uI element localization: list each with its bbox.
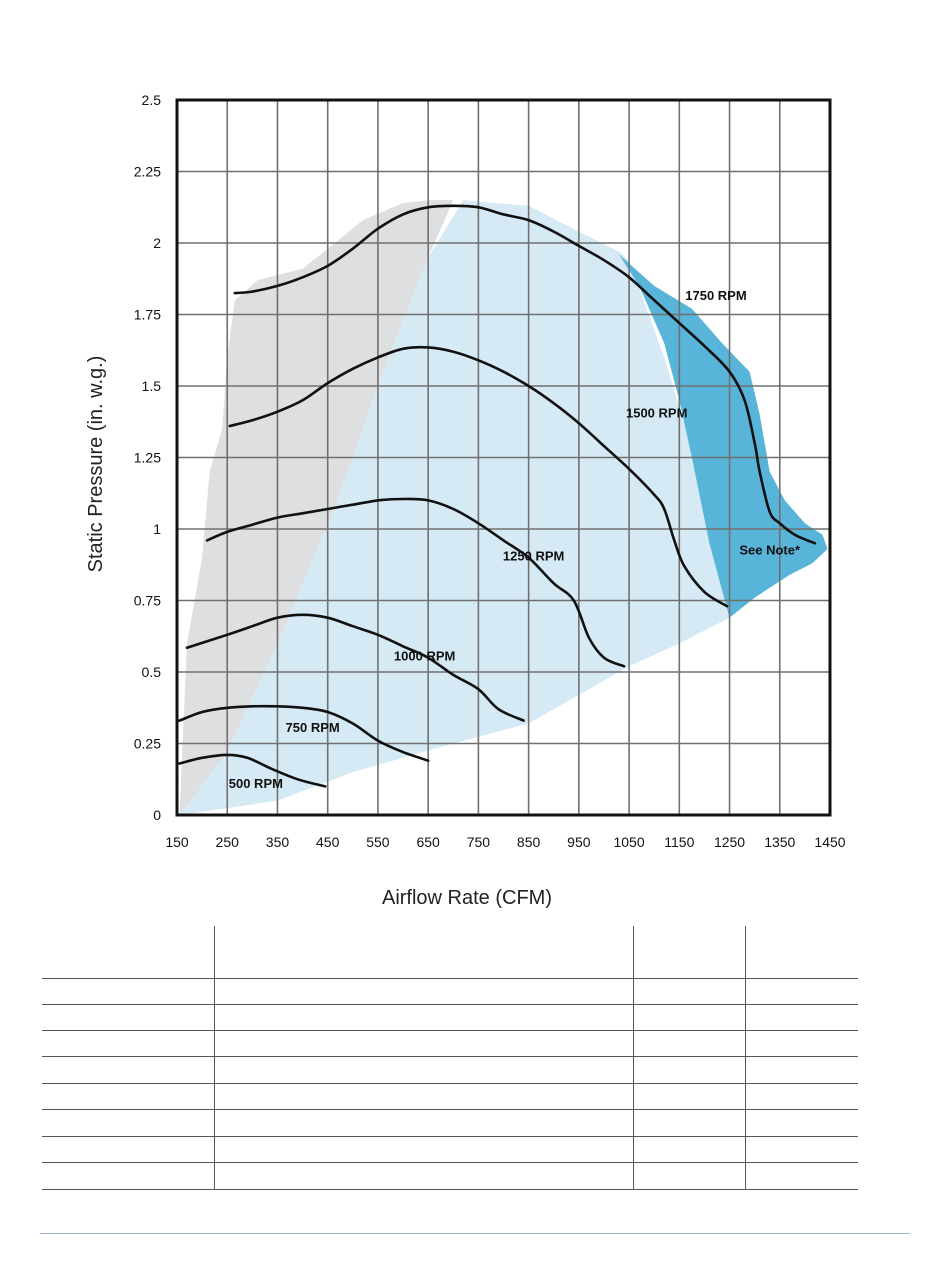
y-tick-0-25: 0.25 bbox=[134, 736, 161, 752]
table-row-rule bbox=[42, 1083, 858, 1084]
x-tick-1050: 1050 bbox=[613, 834, 644, 850]
y-axis-ticks: 0 0.25 0.5 0.75 1 1.25 1.5 1.75 2 2.25 2.5 bbox=[134, 92, 161, 823]
label-1750-rpm: 1750 RPM bbox=[685, 288, 746, 303]
footer-rule bbox=[40, 1233, 910, 1234]
curve-500-rpm bbox=[178, 753, 327, 788]
spec-table bbox=[42, 926, 858, 1190]
region-light-blue bbox=[179, 200, 730, 816]
table-row-rule bbox=[42, 1056, 858, 1057]
table-row-rule bbox=[42, 1162, 858, 1163]
y-tick-2: 2 bbox=[153, 235, 161, 251]
region-blue bbox=[619, 254, 828, 618]
table-row-rule bbox=[42, 1109, 858, 1110]
x-tick-950: 950 bbox=[567, 834, 591, 850]
label-500-rpm: 500 RPM bbox=[229, 776, 283, 791]
y-tick-2-25: 2.25 bbox=[134, 164, 161, 180]
y-tick-1-75: 1.75 bbox=[134, 307, 161, 323]
curve-labels: 500 RPM 750 RPM 1000 RPM 1250 RPM 1500 RPM 17… bbox=[229, 288, 801, 791]
curve-750-rpm bbox=[178, 704, 430, 762]
y-tick-1-5: 1.5 bbox=[142, 378, 162, 394]
curve-1750-rpm bbox=[233, 204, 817, 545]
curve-1250-rpm bbox=[205, 497, 626, 668]
label-see-note: See Note* bbox=[739, 543, 801, 558]
plot-frame bbox=[175, 98, 832, 817]
table-row-rule bbox=[42, 1189, 858, 1190]
y-tick-1: 1 bbox=[153, 521, 161, 537]
x-tick-750: 750 bbox=[467, 834, 491, 850]
x-tick-1150: 1150 bbox=[664, 834, 694, 850]
table-row-rule bbox=[42, 1004, 858, 1005]
y-tick-0-5: 0.5 bbox=[142, 664, 162, 680]
x-tick-1250: 1250 bbox=[714, 834, 745, 850]
table-column-rule bbox=[214, 926, 215, 1190]
x-tick-650: 650 bbox=[416, 834, 440, 850]
x-tick-850: 850 bbox=[517, 834, 541, 850]
y-tick-0-75: 0.75 bbox=[134, 593, 161, 609]
x-tick-1450: 1450 bbox=[814, 834, 845, 850]
x-axis-ticks: 150 250 350 450 550 650 750 850 950 1050 1150 1250 1… bbox=[165, 834, 845, 850]
curve-1500-rpm bbox=[228, 345, 729, 608]
y-tick-2-5: 2.5 bbox=[142, 92, 162, 108]
table-row-rule bbox=[42, 978, 858, 979]
x-axis-title: Airflow Rate (CFM) bbox=[382, 887, 552, 909]
y-tick-0: 0 bbox=[153, 807, 161, 823]
y-axis-title: Static Pressure (in. w.g.) bbox=[85, 356, 107, 573]
table-row-rule bbox=[42, 1136, 858, 1137]
x-tick-450: 450 bbox=[316, 834, 340, 850]
label-1500-rpm: 1500 RPM bbox=[626, 405, 687, 420]
rpm-curves bbox=[178, 204, 817, 788]
label-750-rpm: 750 RPM bbox=[286, 720, 340, 735]
label-1250-rpm: 1250 RPM bbox=[503, 548, 564, 563]
x-tick-250: 250 bbox=[216, 834, 240, 850]
y-tick-1-25: 1.25 bbox=[134, 450, 161, 466]
table-column-rule bbox=[745, 926, 746, 1190]
x-tick-350: 350 bbox=[266, 834, 290, 850]
x-tick-1350: 1350 bbox=[764, 834, 795, 850]
table-column-rule bbox=[633, 926, 634, 1190]
curve-1000-rpm bbox=[185, 613, 525, 722]
table-row-rule bbox=[42, 1030, 858, 1031]
x-tick-550: 550 bbox=[366, 834, 390, 850]
x-tick-150: 150 bbox=[165, 834, 189, 850]
label-1000-rpm: 1000 RPM bbox=[394, 649, 455, 664]
